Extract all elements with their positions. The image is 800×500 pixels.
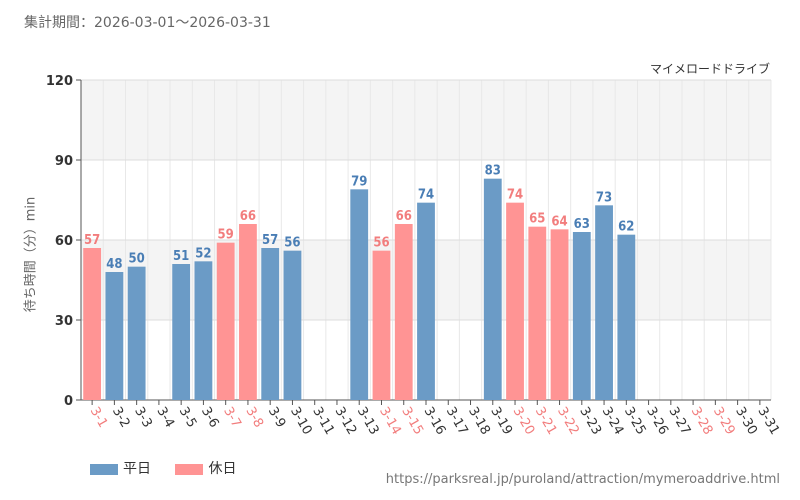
x-tick-label-3-23: 3-23 — [576, 405, 604, 438]
x-tick-label-3-19: 3-19 — [487, 405, 515, 438]
x-tick-label-3-17: 3-17 — [443, 405, 471, 438]
bar-3-15 — [394, 224, 413, 400]
x-tick-label-3-8: 3-8 — [242, 405, 266, 431]
x-tick-label-3-7: 3-7 — [220, 405, 244, 431]
x-tick-label-3-20: 3-20 — [510, 405, 538, 438]
value-label-3-21: 65 — [529, 212, 545, 227]
legend-label-holiday: 休日 — [208, 461, 237, 477]
bar-3-20 — [506, 202, 524, 400]
bar-3-9 — [261, 248, 280, 400]
y-tick-label: 60 — [55, 234, 73, 249]
legend: 平日 休日 — [90, 458, 256, 478]
x-tick-label-3-31: 3-31 — [754, 405, 782, 438]
legend-item-weekday: 平日 — [90, 458, 151, 478]
legend-label-weekday: 平日 — [123, 461, 151, 477]
x-tick-label-3-10: 3-10 — [287, 405, 315, 438]
x-tick-label-3-27: 3-27 — [665, 405, 693, 438]
y-tick-label: 30 — [55, 314, 73, 329]
x-tick-label-3-29: 3-29 — [710, 405, 738, 438]
x-tick-label-3-1: 3-1 — [87, 405, 111, 431]
bar-3-24 — [595, 205, 613, 400]
x-tick-label-3-4: 3-4 — [153, 405, 177, 431]
x-tick-label-3-5: 3-5 — [176, 405, 200, 431]
bar-3-14 — [372, 250, 391, 400]
x-tick-label-3-21: 3-21 — [532, 405, 560, 438]
x-tick-label-3-6: 3-6 — [198, 405, 222, 431]
bar-3-25 — [617, 234, 636, 400]
source-url: https://parksreal.jp/puroland/attraction… — [385, 472, 780, 487]
bar-3-22 — [550, 229, 569, 400]
x-tick-label-3-26: 3-26 — [643, 405, 671, 438]
bar-3-21 — [528, 226, 547, 400]
value-label-3-3: 50 — [129, 252, 145, 267]
value-label-3-14: 56 — [373, 236, 389, 251]
bar-3-1 — [83, 248, 102, 400]
period-text: 集計期間：2026-03-01～2026-03-31 — [24, 15, 271, 31]
value-label-3-1: 57 — [84, 233, 100, 248]
value-label-3-10: 56 — [284, 236, 300, 251]
value-label-3-19: 83 — [485, 164, 501, 179]
value-label-3-5: 51 — [173, 249, 189, 264]
x-tick-label-3-11: 3-11 — [309, 405, 337, 438]
value-label-3-16: 74 — [418, 188, 434, 203]
x-tick-label-3-16: 3-16 — [421, 405, 449, 438]
value-label-3-8: 66 — [240, 209, 256, 224]
value-label-3-20: 74 — [507, 188, 523, 203]
x-tick-label-3-25: 3-25 — [621, 405, 649, 438]
x-tick-label-3-2: 3-2 — [109, 405, 133, 431]
y-tick-label: 0 — [64, 394, 73, 409]
value-label-3-7: 59 — [218, 228, 234, 243]
bar-3-5 — [172, 264, 191, 400]
value-label-3-15: 66 — [396, 209, 412, 224]
value-label-3-24: 73 — [596, 190, 612, 205]
value-label-3-2: 48 — [106, 257, 122, 272]
value-label-3-13: 79 — [351, 174, 367, 189]
x-tick-label-3-28: 3-28 — [688, 405, 716, 438]
x-tick-label-3-30: 3-30 — [732, 405, 760, 438]
value-label-3-22: 64 — [551, 214, 567, 229]
bar-3-7 — [216, 242, 235, 400]
bar-3-6 — [194, 261, 213, 400]
legend-swatch-weekday — [90, 463, 118, 475]
y-tick-label: 120 — [46, 74, 73, 89]
x-tick-label-3-22: 3-22 — [554, 405, 582, 438]
bar-3-8 — [239, 224, 257, 400]
bar-3-13 — [350, 189, 369, 400]
x-tick-label-3-13: 3-13 — [354, 405, 382, 438]
value-label-3-9: 57 — [262, 233, 278, 248]
x-tick-label-3-9: 3-9 — [265, 405, 289, 431]
x-tick-label-3-14: 3-14 — [376, 405, 404, 438]
legend-item-holiday: 休日 — [175, 458, 236, 478]
plot-band — [81, 80, 771, 160]
attraction-name: マイメロードドライブ — [649, 62, 770, 76]
value-label-3-23: 63 — [574, 217, 590, 232]
bar-3-19 — [483, 178, 502, 400]
value-label-3-25: 62 — [618, 220, 634, 235]
bar-3-3 — [127, 266, 146, 400]
bar-3-2 — [105, 272, 124, 400]
x-tick-label-3-18: 3-18 — [465, 405, 493, 438]
bar-3-23 — [572, 232, 591, 400]
bar-3-16 — [417, 202, 435, 400]
x-tick-label-3-24: 3-24 — [599, 405, 627, 438]
x-tick-label-3-15: 3-15 — [398, 405, 426, 438]
x-tick-label-3-12: 3-12 — [332, 405, 360, 438]
legend-swatch-holiday — [175, 463, 204, 475]
y-tick-label: 90 — [55, 154, 73, 169]
bar-3-10 — [283, 250, 302, 400]
x-tick-label-3-3: 3-3 — [131, 405, 155, 431]
value-label-3-6: 52 — [195, 246, 211, 261]
